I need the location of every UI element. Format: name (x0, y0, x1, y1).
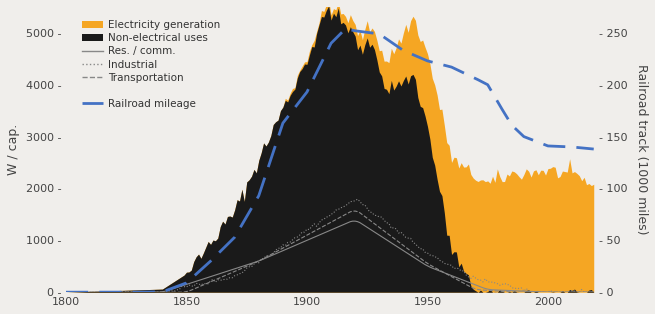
Y-axis label: W / cap.: W / cap. (7, 124, 20, 175)
Y-axis label: Railroad track (1000 miles): Railroad track (1000 miles) (635, 64, 648, 235)
Legend: Electricity generation, Non-electrical uses, Res. / comm., Industrial, Transport: Electricity generation, Non-electrical u… (77, 15, 225, 114)
